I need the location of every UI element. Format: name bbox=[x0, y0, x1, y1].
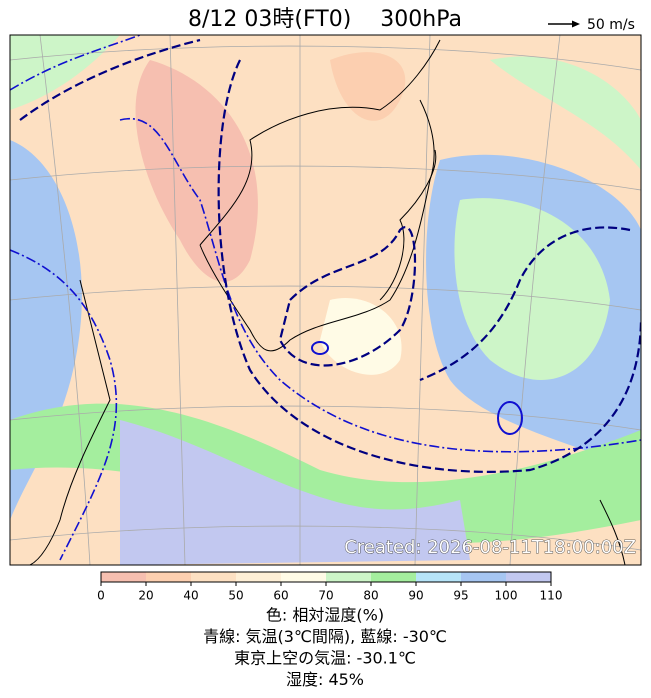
colorbar-tick-label: 70 bbox=[318, 589, 333, 603]
wind-scale-arrow-head bbox=[572, 20, 580, 28]
colorbar-tick-label: 20 bbox=[138, 589, 153, 603]
title: 8/12 03時(FT0) 300hPa bbox=[188, 7, 462, 32]
caption-line: 青線: 気温(3℃間隔), 藍線: -30℃ bbox=[203, 627, 447, 646]
colorbar-tick-label: 110 bbox=[540, 589, 563, 603]
colorbar-segment bbox=[326, 572, 371, 582]
colorbar-segment bbox=[506, 572, 551, 582]
caption-line: 色: 相対湿度(%) bbox=[266, 606, 384, 625]
colorbar-tick-label: 40 bbox=[183, 589, 198, 603]
created-timestamp: Created: 2026-08-11T18:00:00Z bbox=[344, 537, 636, 558]
colorbar-segment bbox=[416, 572, 461, 582]
colorbar-tick-label: 100 bbox=[495, 589, 518, 603]
caption-line: 東京上空の気温: -30.1℃ bbox=[234, 649, 416, 668]
colorbar-segment bbox=[101, 572, 146, 582]
colorbar-segment bbox=[281, 572, 326, 582]
colorbar-tick-label: 80 bbox=[363, 589, 378, 603]
map: Created: 2026-08-11T18:00:00Z bbox=[9, 34, 642, 566]
colorbar-segment bbox=[236, 572, 281, 582]
colorbar-tick-label: 50 bbox=[228, 589, 243, 603]
colorbar-segment bbox=[146, 572, 191, 582]
wind-scale-label: 50 m/s bbox=[587, 17, 635, 33]
caption-line: 湿度: 45% bbox=[286, 670, 364, 689]
colorbar-tick-label: 95 bbox=[453, 589, 468, 603]
colorbar-segment bbox=[191, 572, 236, 582]
colorbar: 0 20 40 50 60 70 80 90 95 100 110 bbox=[97, 571, 563, 603]
colorbar-tick-label: 0 bbox=[97, 589, 105, 603]
caption: 色: 相対湿度(%) 青線: 気温(3℃間隔), 藍線: -30℃ 東京上空の気温:… bbox=[203, 606, 447, 690]
colorbar-tick-label: 60 bbox=[273, 589, 288, 603]
colorbar-segment bbox=[371, 572, 416, 582]
colorbar-tick-label: 90 bbox=[408, 589, 423, 603]
colorbar-segment bbox=[461, 572, 506, 582]
